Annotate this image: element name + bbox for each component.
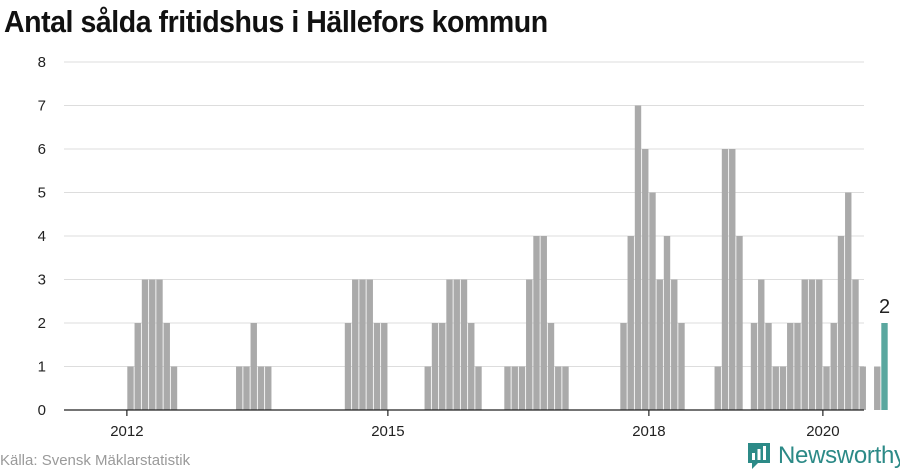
bar: [837, 236, 845, 410]
bar: [257, 366, 265, 410]
bar: [468, 323, 475, 410]
bar: [250, 323, 257, 410]
bar: [736, 236, 743, 410]
x-tick-label: 2012: [110, 423, 143, 440]
bar: [163, 323, 170, 410]
bar: [663, 236, 671, 410]
y-tick-label: 8: [38, 54, 46, 71]
bar: [511, 366, 518, 410]
bar: [134, 323, 141, 410]
bar: [772, 366, 779, 410]
bar: [562, 366, 569, 410]
bar: [729, 149, 736, 410]
bar: [852, 279, 859, 410]
y-tick-label: 5: [38, 185, 46, 202]
bar: [504, 366, 511, 410]
bar: [627, 236, 634, 410]
bar: [787, 323, 794, 410]
x-tick-label: 2018: [632, 423, 665, 440]
bar: [555, 366, 562, 410]
bar: [243, 366, 250, 410]
y-tick-label: 3: [38, 272, 46, 289]
bars: [127, 105, 888, 410]
chart-title: Antal sålda fritidshus i Hällefors kommu…: [4, 4, 548, 39]
bar: [758, 279, 765, 410]
tick-labels: 0 1 2 3 4 5 6 7 8 2 2012 2015 2018 2020: [38, 54, 890, 440]
bar: [874, 366, 881, 410]
bar: [518, 366, 526, 410]
y-tick-label: 4: [38, 228, 46, 245]
bar: [794, 323, 801, 410]
y-tick-label: 1: [38, 359, 46, 376]
axes: [64, 409, 864, 416]
bar: [453, 279, 460, 410]
y-tick-label: 2: [38, 315, 46, 332]
bar: [373, 323, 381, 410]
bar: [460, 279, 468, 410]
bar: [533, 236, 540, 410]
bar: [765, 323, 772, 410]
bar: [540, 236, 547, 410]
bar: [439, 323, 446, 410]
x-tick-label: 2020: [806, 423, 839, 440]
brand-name: Newsworthy: [778, 442, 900, 469]
bar: [801, 279, 808, 410]
bar: [424, 366, 431, 410]
bar: [526, 279, 533, 410]
bar: [714, 366, 721, 410]
bar: [352, 279, 359, 410]
y-tick-label: 0: [38, 402, 46, 419]
brand-logo: Newsworthy: [746, 440, 900, 472]
bar: [823, 366, 830, 410]
bar: [141, 279, 149, 410]
bar: [671, 279, 678, 410]
bar: [642, 149, 649, 410]
data-label: 2: [879, 296, 890, 318]
x-tick-label: 2015: [371, 423, 404, 440]
bar: [236, 366, 243, 410]
bar: [656, 279, 663, 410]
y-tick-label: 7: [38, 98, 46, 115]
bar: [149, 279, 156, 410]
bar: [808, 279, 816, 410]
y-tick-label: 6: [38, 141, 46, 158]
bar: [381, 323, 388, 410]
bar: [127, 366, 134, 410]
bar: [816, 279, 823, 410]
bar: [170, 366, 178, 410]
bar: [678, 323, 685, 410]
bar: [649, 192, 656, 410]
source-note: Källa: Svensk Mäklarstatistik: [0, 452, 191, 469]
bar: [750, 323, 758, 410]
bar: [845, 192, 852, 410]
bar: [547, 323, 555, 410]
bar-highlight: [881, 323, 888, 410]
bar: [431, 323, 439, 410]
bar: [366, 279, 373, 410]
newsworthy-logo-icon: [748, 443, 770, 469]
bar: [779, 366, 787, 410]
bar: [634, 105, 642, 410]
bar: [859, 366, 866, 410]
bar: [265, 366, 272, 410]
bar: [446, 279, 453, 410]
bar: [620, 323, 627, 410]
bar: [344, 323, 352, 410]
bar: [156, 279, 163, 410]
bar: [359, 279, 366, 410]
bar: [830, 323, 837, 410]
bar: [721, 149, 729, 410]
bar: [475, 366, 482, 410]
